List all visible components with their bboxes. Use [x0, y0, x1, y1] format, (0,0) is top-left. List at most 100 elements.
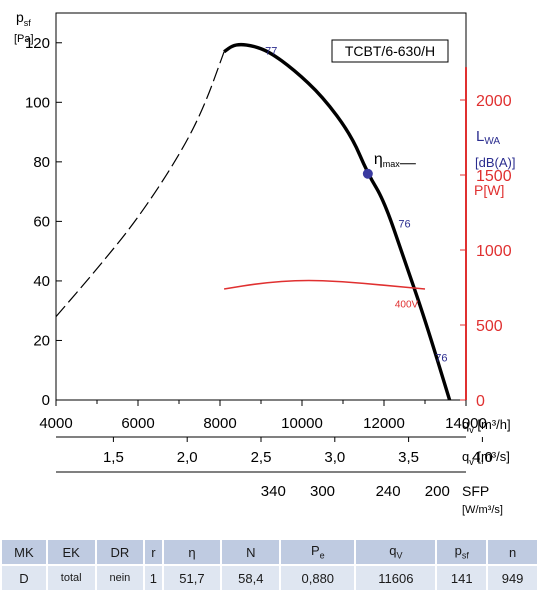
th-pe: Pe: [281, 540, 355, 564]
th-dr: DR: [96, 540, 144, 564]
th-mk-label: MK: [14, 544, 34, 560]
x-axis-unit-m3h-text: [m³/h]: [474, 417, 511, 432]
axes: 0 20 40 60 80 100 120 0 500 1000 1500 2000 4000 6000 8…: [25, 35, 512, 500]
td-n-upper: 58,4: [222, 566, 280, 590]
lwa-label: LWA: [476, 128, 500, 147]
lwa-value-label: 76: [435, 352, 447, 364]
sfp-tick-label: 340: [261, 483, 286, 500]
lwa-label-sub: WA: [484, 136, 500, 147]
y-axis-title-main: p: [16, 9, 24, 25]
eta-max-sub: max: [383, 159, 401, 169]
curves: [55, 42, 452, 401]
td-qv: 11606: [356, 566, 436, 590]
td-eta: 51,7: [163, 566, 221, 590]
lwa-value-label: 76: [398, 218, 410, 230]
fan-performance-chart: psf [Pa] TCBT/6-630/H LWA [dB(A)] P[W] q…: [14, 9, 515, 516]
x2-tick-label: 3,0: [324, 449, 345, 466]
td-psf: 141: [437, 566, 487, 590]
x2-tick-label: 1,5: [103, 449, 124, 466]
x-tick-label: 12000: [363, 415, 405, 432]
x-axis-unit-m3s-main: q: [462, 449, 469, 464]
chart-title: TCBT/6-630/H: [345, 43, 435, 59]
y-axis-unit: [Pa]: [14, 33, 34, 45]
x-axis-unit-m3s-sub: v: [469, 457, 474, 467]
plot-frame: [55, 12, 467, 401]
x-tick-label: 14000: [445, 415, 487, 432]
th-qv-sub: V: [396, 550, 403, 561]
lwa-unit: [dB(A)]: [475, 155, 515, 170]
td-n-lower: 949: [488, 566, 537, 590]
x-tick-label: 4000: [39, 415, 72, 432]
voltage-label: 400V: [395, 300, 419, 311]
y-right-tick-label: 0: [476, 393, 485, 410]
y-right-tick-label: 500: [476, 318, 503, 335]
annotations: 77 76 76 400V ηmax: [265, 46, 447, 365]
pressure-curve: [223, 42, 452, 401]
y-axis-title: psf: [16, 9, 31, 28]
td-r: 1: [145, 566, 162, 590]
y-tick-label: 40: [33, 273, 50, 290]
y-right-tick-label: 1000: [476, 243, 512, 260]
optimum-point: [362, 168, 373, 179]
th-ek-label: EK: [62, 544, 80, 560]
td-dr: nein: [96, 566, 144, 590]
y-axis-title-sub: sf: [24, 18, 32, 28]
power-axis-label: P[W]: [474, 182, 504, 198]
x2-tick-label: 2,5: [251, 449, 272, 466]
y-right-tick-label: 2000: [476, 93, 512, 110]
th-n-upper-label: N: [246, 544, 256, 560]
y-tick-label: 120: [25, 35, 50, 52]
x-axis-unit-m3h-sub: v: [469, 425, 474, 435]
sfp-tick-label: 300: [310, 483, 335, 500]
th-n-lower: n: [488, 540, 537, 564]
x-axis-unit-m3h: qv [m³/h]: [462, 417, 511, 435]
th-n-lower-label: n: [508, 544, 517, 560]
th-psf-sub: sf: [461, 550, 469, 561]
operating-point-table: MK EK DR r η N Pe qV psf n D total nein …: [0, 538, 539, 592]
th-eta-label: η: [188, 544, 196, 560]
eta-max-main: η: [374, 151, 383, 168]
sfp-tick-label: 240: [376, 483, 401, 500]
y-tick-label: 60: [33, 213, 50, 230]
th-r-label: r: [151, 544, 156, 560]
table-row: D total nein 1 51,7 58,4 0,880 11606 141…: [2, 566, 537, 590]
td-ek: total: [47, 566, 95, 590]
y-tick-label: 20: [33, 332, 50, 349]
th-n-upper: N: [222, 540, 280, 564]
th-eta: η: [163, 540, 221, 564]
y-right-tick-label: 1500: [476, 168, 512, 185]
td-mk: D: [2, 566, 46, 590]
sfp-tick-label: 200: [425, 483, 450, 500]
th-qv-label: q: [389, 543, 397, 559]
th-mk: MK: [2, 540, 46, 564]
lwa-value-label: 77: [265, 46, 277, 58]
unstable-curve: [55, 51, 225, 318]
table-header-row: MK EK DR r η N Pe qV psf n: [2, 540, 537, 564]
x-tick-label: 8000: [203, 415, 236, 432]
th-qv: qV: [356, 540, 436, 564]
y-tick-label: 0: [42, 392, 50, 409]
th-psf-label: p: [454, 543, 462, 559]
x2-tick-label: 4,0: [472, 449, 493, 466]
th-r: r: [145, 540, 162, 564]
sfp-unit: [W/m³/s]: [462, 504, 503, 516]
x2-tick-label: 2,0: [177, 449, 198, 466]
title-box: [331, 39, 449, 63]
x-axis-unit-m3s-text: [m³/s]: [474, 449, 510, 464]
eta-max-label: ηmax: [374, 151, 400, 169]
x2-tick-label: 3,5: [398, 449, 419, 466]
lwa-label-main: L: [476, 128, 484, 145]
y-tick-label: 100: [25, 94, 50, 111]
th-psf: psf: [437, 540, 487, 564]
y-tick-label: 80: [33, 154, 50, 171]
x-tick-label: 6000: [121, 415, 154, 432]
th-ek: EK: [47, 540, 95, 564]
x-tick-label: 10000: [281, 415, 323, 432]
td-pe: 0,880: [281, 566, 355, 590]
x-axis-unit-m3h-main: q: [462, 417, 469, 432]
th-pe-sub: e: [319, 550, 325, 561]
th-dr-label: DR: [110, 544, 130, 560]
power-curve: [223, 279, 426, 290]
th-pe-label: P: [310, 543, 320, 559]
x-axis-unit-m3s: qv [m³/s]: [462, 449, 510, 467]
